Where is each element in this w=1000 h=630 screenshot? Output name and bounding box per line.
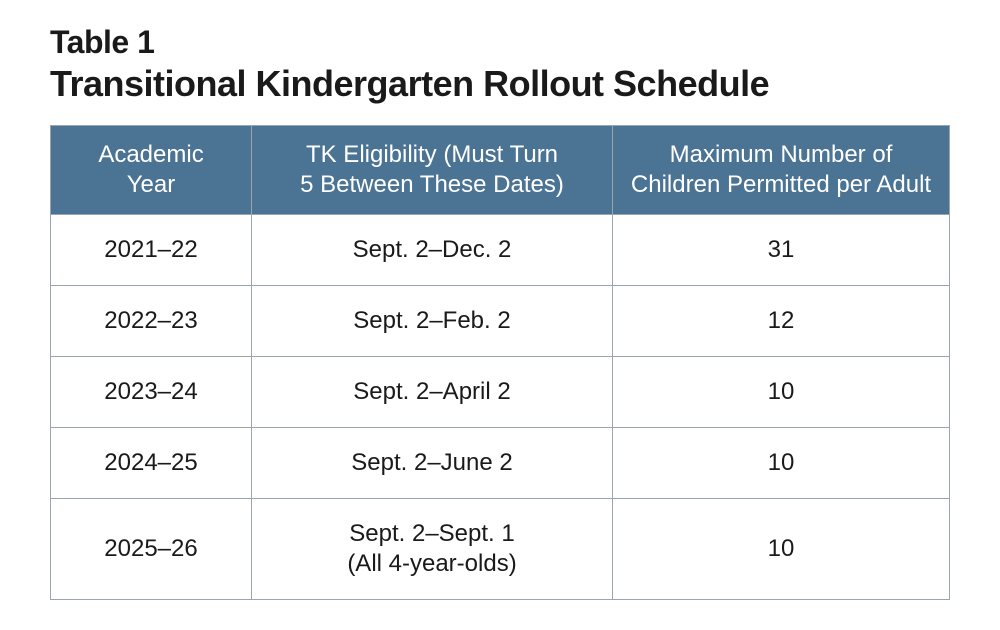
col-header-line: Children Permitted per Adult — [631, 171, 931, 198]
table-header-row: Academic Year TK Eligibility (Must Turn … — [51, 126, 950, 215]
col-header-line: TK Eligibility (Must Turn — [306, 141, 558, 168]
cell-year: 2023–24 — [51, 357, 252, 428]
table-body: 2021–22 Sept. 2–Dec. 2 31 2022–23 Sept. … — [51, 215, 950, 600]
cell-eligibility: Sept. 2–Sept. 1 (All 4-year-olds) — [252, 499, 613, 600]
cell-eligibility-main: Sept. 2–June 2 — [351, 449, 512, 476]
cell-eligibility-main: Sept. 2–Sept. 1 — [349, 520, 514, 547]
col-header-max-children: Maximum Number of Children Permitted per… — [613, 126, 950, 215]
cell-year: 2025–26 — [51, 499, 252, 600]
table-row: 2024–25 Sept. 2–June 2 10 — [51, 428, 950, 499]
rollout-table: Academic Year TK Eligibility (Must Turn … — [50, 125, 950, 600]
table-container: Table 1 Transitional Kindergarten Rollou… — [0, 0, 1000, 630]
col-header-line: 5 Between These Dates) — [300, 171, 564, 198]
table-row: 2021–22 Sept. 2–Dec. 2 31 — [51, 215, 950, 286]
cell-eligibility-sub: (All 4-year-olds) — [347, 550, 516, 577]
table-number: Table 1 — [50, 24, 950, 61]
cell-max: 12 — [613, 286, 950, 357]
col-header-line: Maximum Number of — [670, 141, 893, 168]
cell-max: 10 — [613, 357, 950, 428]
cell-eligibility-main: Sept. 2–Feb. 2 — [353, 307, 510, 334]
cell-max: 10 — [613, 428, 950, 499]
cell-eligibility: Sept. 2–June 2 — [252, 428, 613, 499]
cell-eligibility: Sept. 2–Feb. 2 — [252, 286, 613, 357]
cell-year: 2022–23 — [51, 286, 252, 357]
cell-eligibility-main: Sept. 2–Dec. 2 — [353, 236, 512, 263]
table-row: 2022–23 Sept. 2–Feb. 2 12 — [51, 286, 950, 357]
cell-max: 10 — [613, 499, 950, 600]
table-row: 2025–26 Sept. 2–Sept. 1 (All 4-year-olds… — [51, 499, 950, 600]
table-title: Transitional Kindergarten Rollout Schedu… — [50, 63, 950, 105]
cell-year: 2024–25 — [51, 428, 252, 499]
cell-eligibility: Sept. 2–Dec. 2 — [252, 215, 613, 286]
col-header-eligibility: TK Eligibility (Must Turn 5 Between Thes… — [252, 126, 613, 215]
cell-max: 31 — [613, 215, 950, 286]
cell-year: 2021–22 — [51, 215, 252, 286]
table-row: 2023–24 Sept. 2–April 2 10 — [51, 357, 950, 428]
col-header-line: Year — [127, 171, 176, 198]
table-head: Academic Year TK Eligibility (Must Turn … — [51, 126, 950, 215]
cell-eligibility: Sept. 2–April 2 — [252, 357, 613, 428]
col-header-line: Academic — [98, 141, 203, 168]
col-header-academic-year: Academic Year — [51, 126, 252, 215]
cell-eligibility-main: Sept. 2–April 2 — [353, 378, 510, 405]
